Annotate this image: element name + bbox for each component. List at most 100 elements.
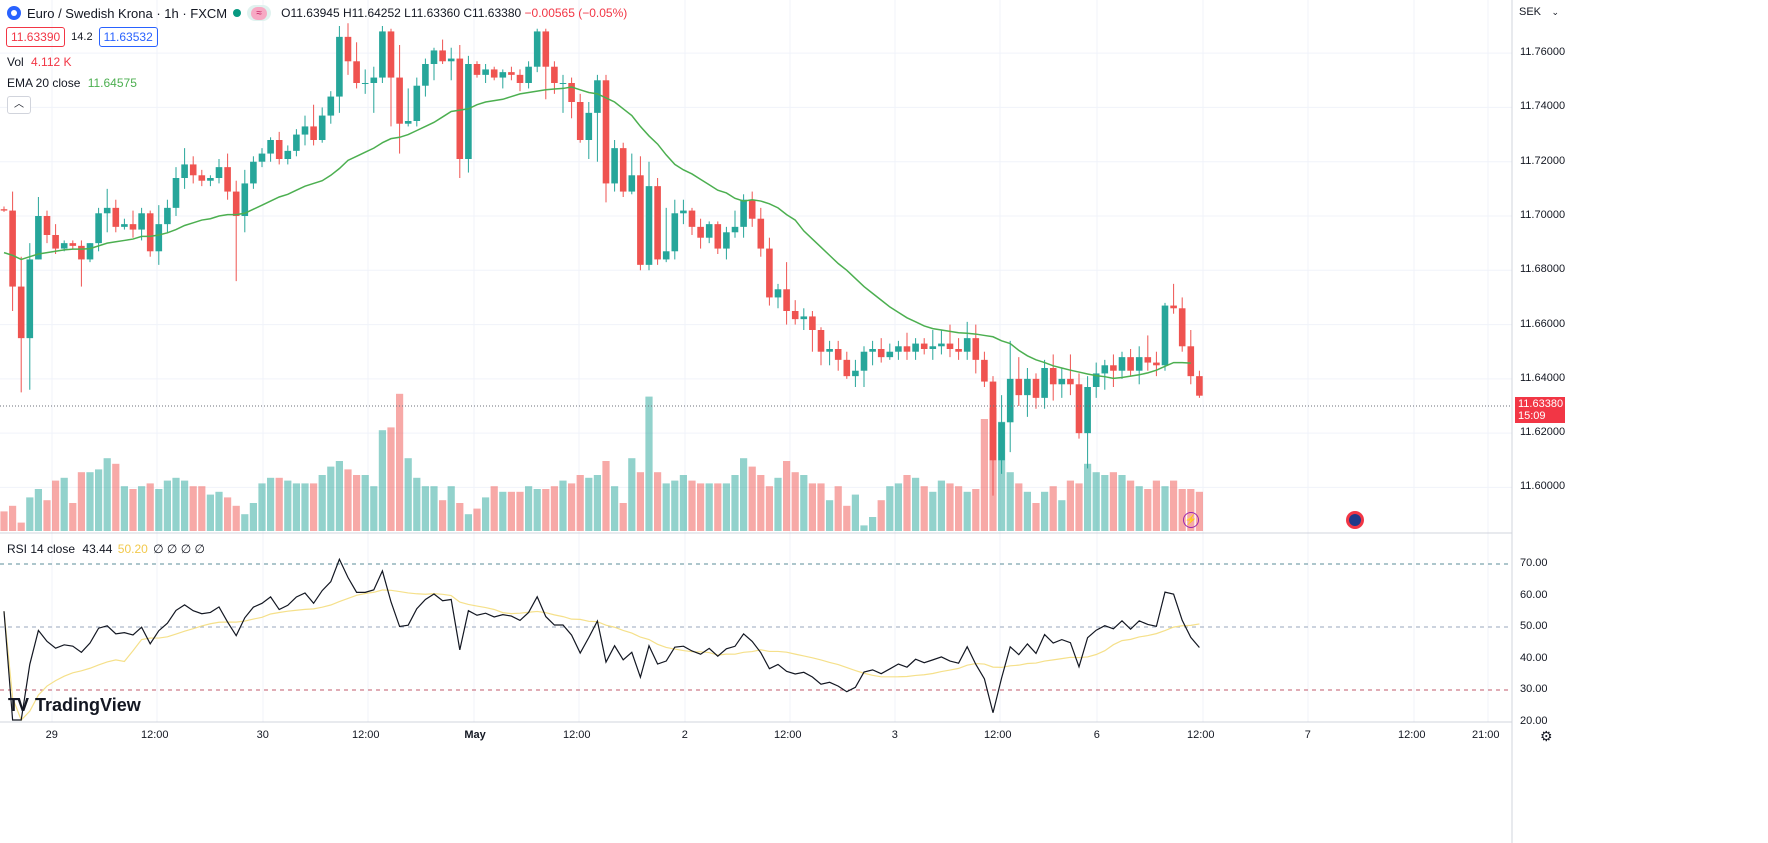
candle <box>680 199 687 225</box>
candle <box>344 23 352 75</box>
currency-selector[interactable]: SEK ⌄ <box>1513 3 1563 21</box>
candle-body <box>766 248 773 298</box>
candle-body <box>232 191 240 216</box>
candle-body <box>0 209 8 211</box>
candle-body <box>645 186 653 265</box>
candle-body <box>611 148 618 184</box>
candle <box>834 340 842 371</box>
price-tick-label: 11.66000 <box>1520 317 1566 330</box>
candle <box>1135 346 1143 385</box>
tradingview-logo[interactable]: TV TradingView <box>8 695 141 716</box>
candle-body <box>310 126 317 140</box>
candle-body <box>559 83 567 84</box>
candle-body <box>189 164 197 176</box>
volume-bar <box>267 477 275 531</box>
time-tick-label: 3 <box>891 729 898 741</box>
flash-icon[interactable]: ⚡ <box>1183 512 1199 528</box>
candle-body <box>843 359 851 377</box>
volume-bar <box>129 489 137 531</box>
volume-bar <box>826 500 834 531</box>
candle <box>533 28 541 73</box>
ema-value: 11.64575 <box>87 76 137 90</box>
volume-bar <box>722 483 730 531</box>
tradingview-mark-icon: TV <box>8 695 29 715</box>
volume-bar <box>559 480 567 531</box>
data-status-pill[interactable]: ≈ <box>247 5 272 21</box>
candle-body <box>551 66 558 83</box>
candle-body <box>146 213 154 252</box>
candle-body <box>963 338 971 352</box>
candle <box>903 332 911 360</box>
candle <box>293 129 300 157</box>
volume-bar <box>206 494 214 531</box>
candle-body <box>938 343 945 347</box>
candle <box>112 199 120 233</box>
market-open-dot-icon <box>233 9 242 17</box>
high-value: H11.64252 <box>342 6 401 20</box>
candle <box>473 61 481 78</box>
rsi-legend[interactable]: RSI 14 close 43.44 50.20 ∅ ∅ ∅ ∅ <box>7 542 205 556</box>
candle-body <box>1178 308 1186 347</box>
volume-bar <box>387 427 395 531</box>
volume-bar <box>1109 472 1117 531</box>
candle-body <box>35 216 42 260</box>
candle <box>697 218 704 249</box>
candle <box>327 91 335 124</box>
candle <box>1170 283 1177 314</box>
candle-body <box>456 58 464 160</box>
volume-bar <box>155 489 163 531</box>
candle <box>275 131 283 165</box>
grid-lines <box>0 0 1512 722</box>
volume-bar <box>946 483 954 531</box>
volume-bar <box>361 475 369 531</box>
volume-bar <box>834 486 842 531</box>
candle <box>189 156 197 184</box>
symbol-title[interactable]: Euro / Swedish Krona · 1h · FXCM <box>27 5 228 21</box>
candle <box>121 218 128 230</box>
candle-body <box>1049 368 1057 385</box>
candle <box>164 199 171 233</box>
volume-bar <box>731 475 739 531</box>
settings-gear-icon[interactable]: ⚙ <box>1540 728 1553 744</box>
collapse-legend-button[interactable]: ︿ <box>7 96 31 114</box>
trade-buttons: 11.63390 14.2 11.63532 <box>6 27 158 47</box>
candle-body <box>379 31 386 78</box>
economic-event-icon[interactable] <box>1346 511 1364 529</box>
volume-bar <box>189 486 197 531</box>
candle-body <box>43 216 51 235</box>
open-value: O11.63945 <box>281 6 340 20</box>
volume-bar <box>593 475 601 531</box>
candle-body <box>576 102 584 140</box>
ema-legend[interactable]: EMA 20 close 11.64575 <box>7 76 137 90</box>
candle <box>310 104 317 146</box>
chevron-down-icon: ⌄ <box>1551 7 1559 17</box>
volume-bar <box>77 472 85 531</box>
volume-bar <box>258 483 266 531</box>
candle-body <box>198 175 206 181</box>
candle <box>95 207 102 252</box>
volume-bar <box>413 477 421 531</box>
candle <box>628 153 636 195</box>
candle <box>43 210 51 244</box>
volume-bar <box>499 491 507 531</box>
candle-body <box>387 31 395 78</box>
candle <box>1196 370 1203 398</box>
candle <box>852 359 859 387</box>
candle-body <box>284 150 292 159</box>
candle <box>0 206 8 212</box>
volume-bar <box>1135 486 1143 531</box>
candle-body <box>1092 373 1100 387</box>
candle-body <box>164 207 171 225</box>
buy-price-button[interactable]: 11.63532 <box>98 27 158 47</box>
candle-body <box>473 64 481 75</box>
candle-body <box>680 210 687 214</box>
volume-bar <box>662 483 670 531</box>
volume-bar <box>998 421 1006 531</box>
sell-price-button[interactable]: 11.63390 <box>6 27 66 47</box>
volume-bar <box>1032 503 1040 531</box>
candle <box>877 338 885 363</box>
volume-bar <box>172 477 180 531</box>
time-tick-label: 7 <box>1304 729 1311 741</box>
volume-legend[interactable]: Vol 4.112 K <box>7 55 72 69</box>
